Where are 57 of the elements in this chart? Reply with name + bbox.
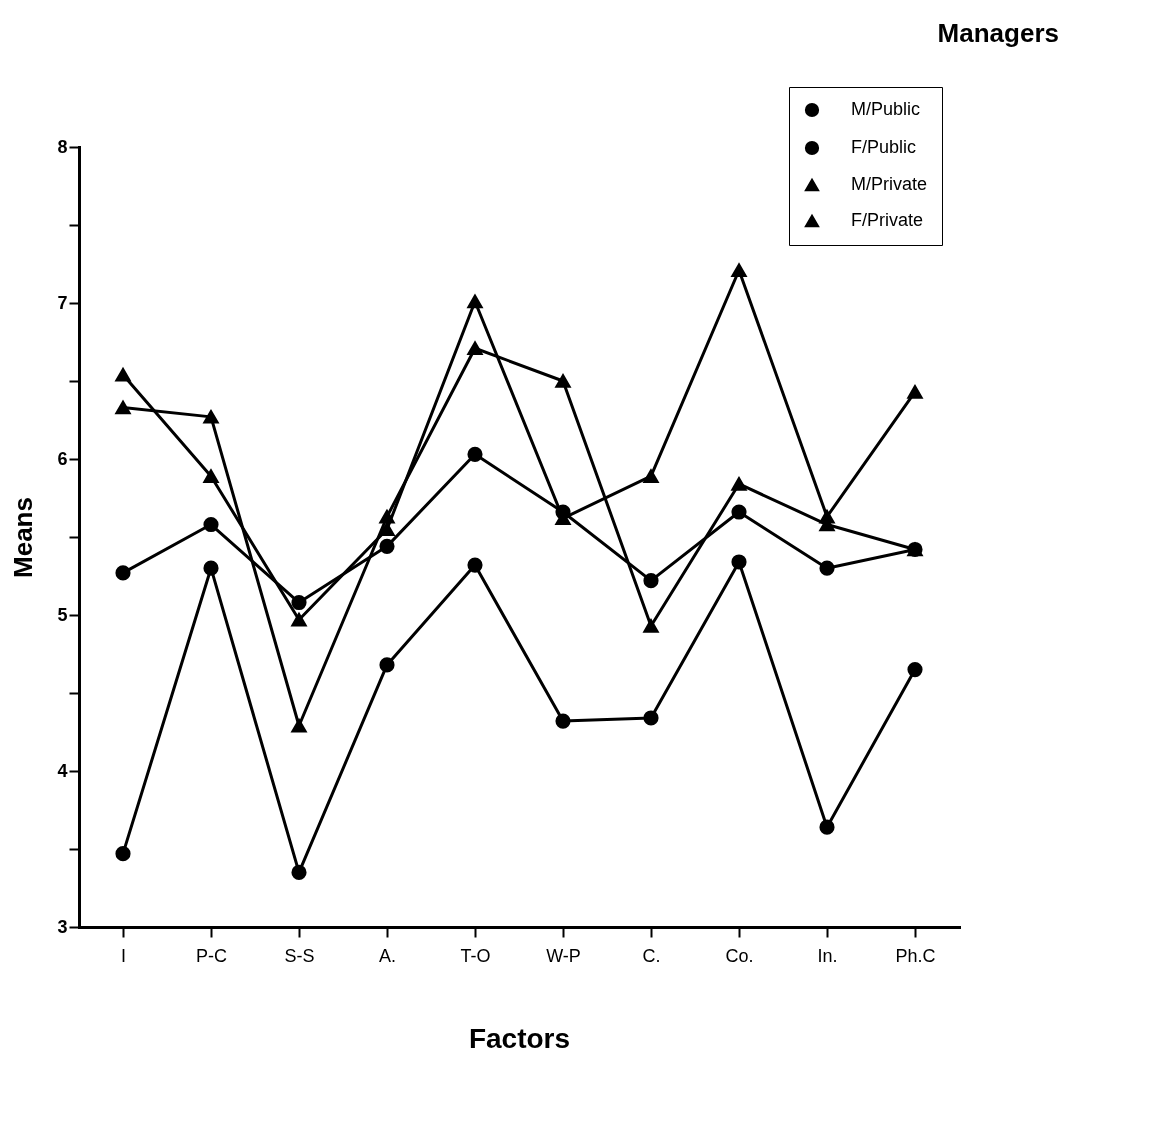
point — [379, 522, 395, 536]
point — [379, 657, 395, 673]
x-tick-label: Ph.C — [895, 945, 936, 966]
x-tick-label: Co. — [725, 945, 754, 966]
chart-title: Managers — [937, 17, 1059, 48]
point — [819, 819, 835, 835]
point — [555, 713, 571, 729]
point — [115, 846, 131, 862]
point — [115, 368, 131, 382]
point — [379, 509, 395, 524]
point — [731, 504, 747, 520]
point — [643, 619, 659, 633]
point — [643, 710, 659, 726]
point — [291, 594, 307, 611]
y-axis-title: Means — [8, 497, 39, 578]
point — [291, 864, 307, 880]
x-tick-label: In. — [817, 945, 838, 966]
point — [643, 469, 659, 483]
point — [907, 385, 923, 399]
point — [467, 341, 483, 355]
legend-label: F/Private — [851, 210, 924, 230]
point — [115, 400, 131, 415]
x-axis-title: Factors — [468, 1022, 571, 1054]
point — [731, 554, 747, 570]
y-tick-label: 4 — [57, 760, 68, 781]
point — [379, 538, 395, 554]
y-tick-label: 6 — [57, 448, 68, 469]
point — [555, 374, 571, 388]
point — [291, 719, 307, 733]
y-tick-label: 3 — [57, 916, 68, 937]
y-tick-label: 5 — [57, 604, 68, 625]
point — [643, 573, 659, 589]
x-tick-label: C. — [642, 945, 661, 966]
x-tick-label: T-O — [460, 945, 491, 966]
point — [819, 560, 835, 576]
legend-label: M/Private — [851, 174, 928, 194]
y-tick-label: 7 — [57, 292, 68, 313]
point — [731, 263, 747, 277]
point — [203, 469, 219, 483]
point — [467, 294, 483, 309]
legend-label: F/Public — [851, 137, 917, 157]
point — [203, 560, 219, 576]
point — [203, 516, 219, 533]
point — [115, 565, 131, 581]
y-tick-label: 8 — [57, 136, 68, 157]
x-tick-label: W-P — [546, 945, 581, 966]
point — [731, 477, 747, 491]
legend-label: M/Public — [851, 99, 921, 119]
x-tick-label: I — [120, 945, 127, 966]
point — [203, 410, 219, 424]
point — [291, 612, 307, 627]
x-tick-label: A. — [378, 945, 397, 966]
x-tick-label: S-S — [284, 945, 315, 966]
point — [467, 446, 483, 462]
point — [907, 662, 923, 678]
x-tick-label: P-C — [196, 945, 227, 966]
point — [467, 557, 483, 573]
